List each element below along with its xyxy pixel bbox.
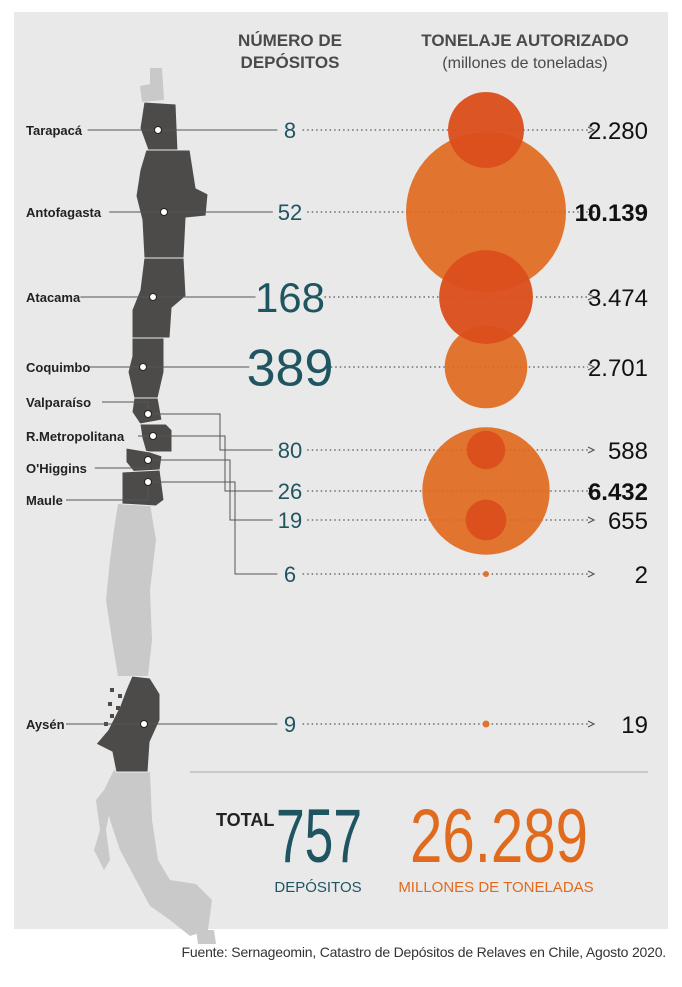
region-label-coquimbo: Coquimbo xyxy=(26,360,90,375)
map-dot-antofagasta xyxy=(160,208,168,216)
deposit-count-o-higgins: 19 xyxy=(278,508,302,533)
arrow-head-aysen xyxy=(587,720,596,728)
region-labels: Tarapacá Antofagasta Atacama Coquimbo Valpar… xyxy=(26,123,125,732)
map-region-arica xyxy=(140,68,164,102)
map-dot-tarapaca xyxy=(154,126,162,134)
map-dot-maule xyxy=(144,478,152,486)
connector-maule xyxy=(66,481,278,575)
deposit-count-coquimbo: 389 xyxy=(247,340,334,398)
connector-o-higgins xyxy=(94,459,273,521)
map-islands-tip xyxy=(196,930,216,944)
connector-valparaiso xyxy=(102,401,273,451)
arrow-head-coquimbo xyxy=(587,363,596,371)
bubble-overlap-atacama xyxy=(439,250,533,344)
total-tonnage-value: 26.289 xyxy=(410,794,588,879)
map-dot-coquimbo xyxy=(139,363,147,371)
arrow-head-maule xyxy=(587,570,596,578)
header: NÚMERO DE DEPÓSITOS TONELAJE AUTORIZADO … xyxy=(238,31,629,72)
bubble-maule xyxy=(483,571,489,577)
arrow-head-o-higgins xyxy=(587,516,596,524)
tonnage-header-line1: TONELAJE AUTORIZADO xyxy=(421,31,628,50)
bubble-overlap-o-higgins xyxy=(465,499,507,541)
region-label-o-higgins: O'Higgins xyxy=(26,461,87,476)
map-dot-aysen xyxy=(140,720,148,728)
tonnage-value-r-metropolitana: 6.432 xyxy=(588,479,648,506)
bubble-antofagasta xyxy=(406,132,566,292)
arrow-head-atacama xyxy=(587,293,596,301)
tonnage-value-aysen: 19 xyxy=(621,712,648,739)
region-label-tarapaca: Tarapacá xyxy=(26,123,83,138)
map-dot-o-higgins xyxy=(144,456,152,464)
total-deposits-value: 757 xyxy=(276,794,362,879)
arrow-head-r-metropolitana xyxy=(587,487,596,495)
bubble-coquimbo xyxy=(444,325,528,409)
region-label-aysen: Aysén xyxy=(26,717,65,732)
tonnage-header-line2: (millones de toneladas) xyxy=(442,55,607,72)
arrow-head-tarapaca xyxy=(587,126,596,134)
bubble-overlap-valparaiso xyxy=(466,430,506,470)
total-tonnage-label: MILLONES DE TONELADAS xyxy=(398,879,593,896)
total-label: TOTAL xyxy=(216,810,274,830)
map-region-atacama xyxy=(131,257,187,339)
tonnage-value-maule: 2 xyxy=(635,562,648,589)
arrow-head-antofagasta xyxy=(587,208,596,216)
deposit-count-labels: 8 52 168 389 80 26 19 6 9 xyxy=(247,118,334,737)
map-dot-atacama xyxy=(149,293,157,301)
deposit-count-valparaiso: 80 xyxy=(278,438,302,463)
deposit-count-maule: 6 xyxy=(284,562,296,587)
source-note: Fuente: Sernageomin, Catastro de Depósit… xyxy=(181,944,667,960)
region-label-antofagasta: Antofagasta xyxy=(26,205,102,220)
region-label-valparaiso: Valparaíso xyxy=(26,395,91,410)
map-region-maule xyxy=(121,469,165,507)
map-other-regions xyxy=(94,68,216,944)
tonnage-value-atacama: 3.474 xyxy=(588,285,648,312)
deposit-count-r-metropolitana: 26 xyxy=(278,479,302,504)
deposit-count-aysen: 9 xyxy=(284,712,296,737)
bubble-aysen xyxy=(482,720,490,728)
map-region-antofagasta xyxy=(135,149,209,259)
arrow-head-valparaiso xyxy=(587,446,596,454)
tonnage-value-valparaiso: 588 xyxy=(608,438,648,465)
map-region-south-central xyxy=(106,504,156,676)
map-dot-valparaiso xyxy=(144,410,152,418)
connector-r-metropolitana xyxy=(138,435,273,492)
map-islands-south xyxy=(94,790,110,870)
bubble-r-metropolitana xyxy=(422,427,550,555)
tonnage-bubbles xyxy=(406,92,566,728)
map-dot-r-metropolitana xyxy=(149,432,157,440)
region-label-maule: Maule xyxy=(26,493,63,508)
region-label-r-metropolitana: R.Metropolitana xyxy=(26,429,125,444)
tonnage-value-coquimbo: 2.701 xyxy=(588,355,648,382)
tonnage-value-antofagasta: 10.139 xyxy=(575,200,648,227)
region-label-atacama: Atacama xyxy=(26,290,81,305)
deposit-count-tarapaca: 8 xyxy=(284,118,296,143)
deposits-header-line2: DEPÓSITOS xyxy=(241,53,340,72)
bubble-overlap-tarapaca xyxy=(448,92,524,168)
totals: TOTAL 757 DEPÓSITOS 26.289 MILLONES DE T… xyxy=(216,794,594,896)
deposits-header-line1: NÚMERO DE xyxy=(238,31,342,50)
tonnage-value-tarapaca: 2.280 xyxy=(588,118,648,145)
chile-map xyxy=(94,68,216,944)
map-region-magallanes xyxy=(104,770,212,936)
total-deposits-label: DEPÓSITOS xyxy=(274,879,361,896)
tonnage-value-o-higgins: 655 xyxy=(608,508,648,535)
deposit-count-atacama: 168 xyxy=(255,274,325,321)
deposit-count-antofagasta: 52 xyxy=(278,200,302,225)
